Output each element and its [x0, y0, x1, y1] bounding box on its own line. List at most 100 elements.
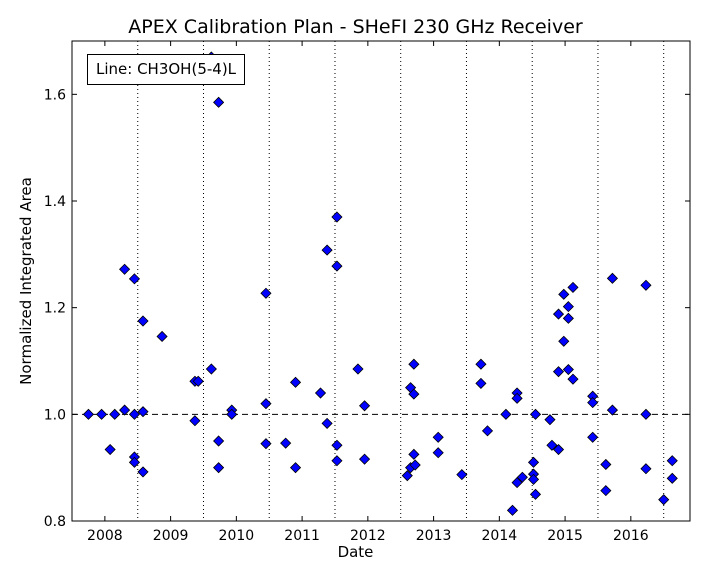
data-point: [481, 425, 494, 437]
data-point: [552, 308, 565, 320]
data-point: [527, 456, 540, 468]
data-point: [119, 263, 131, 275]
data-point: [516, 471, 528, 483]
data-point: [475, 377, 487, 389]
data-point: [331, 439, 343, 451]
data-point: [137, 406, 149, 418]
data-point: [640, 279, 652, 291]
data-point: [666, 455, 678, 467]
y-tick-label: 1.6: [44, 87, 66, 103]
data-point: [511, 477, 523, 489]
data-point: [606, 272, 618, 284]
data-point: [156, 330, 168, 343]
data-point: [529, 408, 542, 420]
x-tick-label: 2015: [547, 528, 583, 544]
data-point: [552, 443, 565, 456]
x-axis-label: Date: [337, 543, 374, 561]
data-point: [331, 260, 343, 272]
data-point: [358, 453, 371, 465]
data-point: [213, 96, 225, 108]
x-tick-label: 2011: [284, 528, 320, 544]
data-point: [600, 458, 612, 471]
data-point: [205, 363, 217, 375]
data-point: [128, 408, 141, 420]
data-point: [544, 414, 556, 426]
data-point: [314, 387, 327, 399]
data-point: [280, 437, 292, 449]
y-tick-label: 0.8: [44, 514, 66, 530]
data-point: [128, 273, 141, 285]
data-point: [432, 447, 444, 459]
data-point: [409, 459, 421, 471]
data-point: [456, 469, 468, 481]
data-point: [562, 363, 574, 376]
data-points-layer: [82, 51, 678, 516]
data-point: [527, 473, 540, 485]
data-point: [352, 363, 364, 375]
chart-title: APEX Calibration Plan - SHeFI 230 GHz Re…: [128, 16, 583, 38]
data-point: [658, 494, 670, 506]
data-point: [558, 288, 570, 300]
data-point: [640, 408, 652, 420]
data-point: [119, 404, 131, 416]
data-point: [408, 448, 420, 460]
data-point: [587, 397, 599, 409]
data-point: [401, 470, 413, 482]
data-point: [96, 408, 108, 420]
data-point: [137, 315, 149, 327]
data-point: [606, 404, 618, 416]
data-point: [408, 358, 420, 370]
data-point: [562, 301, 574, 313]
data-point: [567, 281, 579, 293]
data-point: [408, 388, 420, 400]
data-point: [321, 244, 333, 256]
data-point: [558, 335, 570, 347]
data-point: [289, 462, 302, 474]
x-tick-label: 2014: [482, 528, 518, 544]
data-point: [475, 358, 487, 370]
data-point: [226, 408, 238, 420]
y-tick-label: 1.2: [44, 301, 66, 317]
data-point: [567, 373, 579, 385]
data-point: [192, 375, 204, 387]
data-point: [562, 312, 574, 324]
x-tick-label: 2008: [87, 528, 123, 544]
y-tick-label: 1.4: [44, 194, 66, 210]
data-point: [640, 463, 652, 475]
data-point: [321, 417, 333, 429]
data-point: [552, 366, 565, 378]
data-point: [82, 408, 95, 420]
data-point: [529, 488, 542, 500]
x-tick-label: 2009: [153, 528, 189, 544]
data-point: [432, 431, 444, 443]
data-point: [289, 376, 302, 388]
x-tick-label: 2016: [613, 528, 649, 544]
data-point: [260, 398, 272, 410]
data-point: [260, 287, 272, 299]
x-tick-label: 2010: [219, 528, 255, 544]
grid-layer: [137, 41, 665, 521]
data-point: [666, 472, 678, 484]
data-point: [546, 439, 558, 451]
data-point: [506, 504, 519, 516]
data-point: [189, 415, 201, 427]
data-point: [260, 438, 272, 450]
data-point: [104, 443, 116, 456]
x-tick-label: 2013: [416, 528, 452, 544]
data-point: [587, 431, 599, 443]
data-point: [331, 211, 343, 223]
data-point: [137, 466, 149, 478]
data-point: [500, 408, 512, 420]
data-point: [109, 408, 121, 420]
data-point: [213, 462, 225, 474]
ticks-layer: 2008 2009 2010 2011 2012 2013 2014 2015 2016 0.8 1…: [44, 41, 690, 544]
legend-box: Line: CH3OH(5-4)L: [87, 54, 246, 85]
data-point: [511, 392, 523, 404]
y-tick-label: 1.0: [44, 407, 66, 423]
data-point: [358, 400, 371, 412]
data-point: [213, 435, 225, 447]
x-tick-label: 2012: [350, 528, 386, 544]
data-point: [331, 455, 343, 467]
data-point: [128, 456, 141, 468]
